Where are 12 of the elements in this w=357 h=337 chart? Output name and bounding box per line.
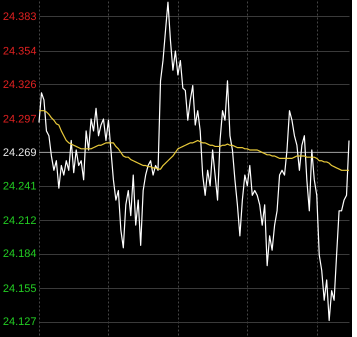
y-tick-label: 24.212 [2,214,36,227]
y-tick-label: 24.241 [2,180,36,192]
y-tick-label: 24.297 [2,114,36,126]
y-tick-label: 24.326 [2,78,36,91]
line-series [38,110,350,171]
y-tick-label: 24.269 [2,146,36,159]
y-tick-label: 24.354 [2,46,36,58]
y-tick-label: 24.155 [2,282,36,295]
y-tick-label: 24.184 [2,248,36,260]
y-tick-label: 24.127 [2,316,36,328]
y-tick-label: 24.383 [2,11,36,23]
line-series [38,2,350,322]
